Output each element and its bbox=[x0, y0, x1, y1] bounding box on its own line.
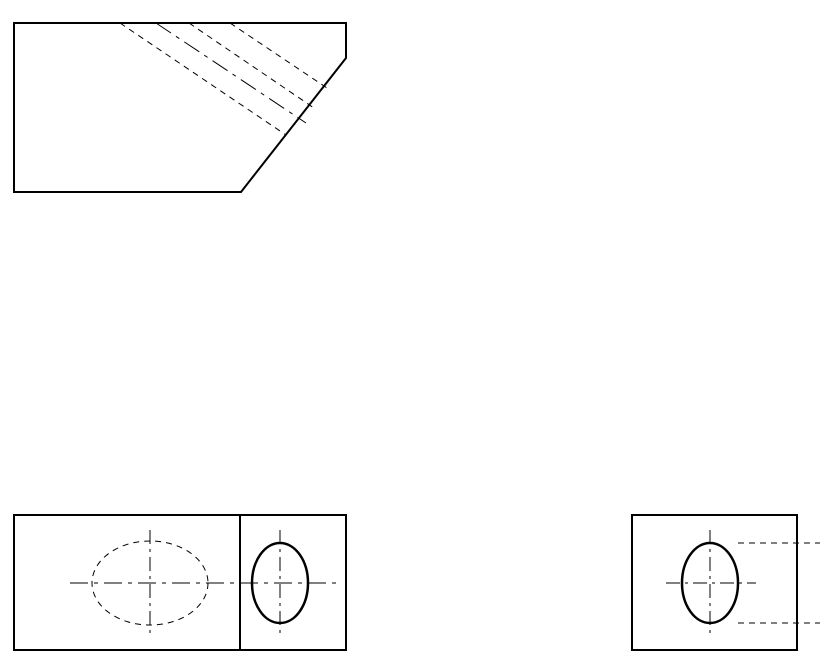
canvas-bg bbox=[0, 0, 832, 666]
